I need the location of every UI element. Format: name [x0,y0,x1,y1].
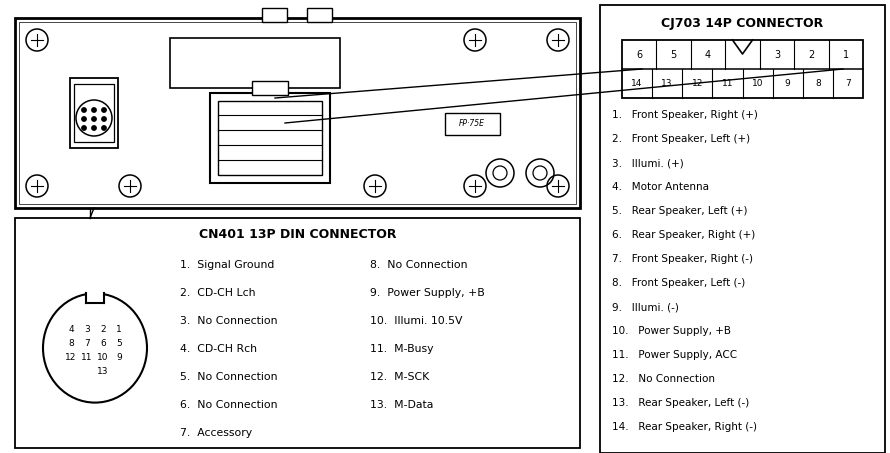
Text: 6.  No Connection: 6. No Connection [180,400,278,410]
Text: 12: 12 [65,353,77,362]
Text: 1: 1 [843,49,849,59]
Text: 7: 7 [85,339,90,348]
Bar [622,40,863,98]
Text: 13.   Rear Speaker, Left (-): 13. Rear Speaker, Left (-) [612,398,749,408]
Text: 11: 11 [81,353,93,362]
Text: 13: 13 [97,367,109,376]
Text: 12.   No Connection: 12. No Connection [612,374,715,384]
Text: 1: 1 [116,326,122,334]
Text: 10.  Illumi. 10.5V: 10. Illumi. 10.5V [370,316,463,326]
Text: 14: 14 [631,79,643,88]
Circle shape [82,117,86,121]
Text: 12.  M-SCK: 12. M-SCK [370,372,429,382]
Circle shape [92,126,96,130]
Bar [74,84,114,142]
Text: 4: 4 [705,49,711,59]
Text: 9: 9 [785,79,790,88]
Bar [218,101,322,175]
Bar [600,5,885,453]
Text: CJ703 14P CONNECTOR: CJ703 14P CONNECTOR [661,16,823,29]
Text: 2.   Front Speaker, Left (+): 2. Front Speaker, Left (+) [612,134,750,144]
Text: 8: 8 [815,79,821,88]
Text: 3: 3 [774,49,780,59]
Text: 5: 5 [670,49,676,59]
Text: 11: 11 [722,79,733,88]
Text: 3.  No Connection: 3. No Connection [180,316,278,326]
Text: 9: 9 [116,353,122,362]
Text: 8.   Front Speaker, Left (-): 8. Front Speaker, Left (-) [612,278,745,288]
Text: 10: 10 [752,79,764,88]
Text: 14.   Rear Speaker, Right (-): 14. Rear Speaker, Right (-) [612,422,757,432]
Text: 6: 6 [636,49,643,59]
Text: 4.  CD-CH Rch: 4. CD-CH Rch [180,344,257,354]
Text: 4: 4 [69,326,74,334]
Bar [210,93,330,183]
Bar [19,22,576,204]
Circle shape [101,108,106,112]
Text: 10: 10 [97,353,109,362]
Text: FP·75E: FP·75E [459,120,485,129]
Bar [70,78,118,148]
Bar [170,38,340,88]
Bar [307,8,332,22]
Circle shape [92,117,96,121]
Circle shape [101,117,106,121]
Text: CN401 13P DIN CONNECTOR: CN401 13P DIN CONNECTOR [198,228,396,241]
Text: 7: 7 [846,79,851,88]
Circle shape [101,126,106,130]
Text: 2: 2 [808,49,814,59]
Text: 10.   Power Supply, +B: 10. Power Supply, +B [612,326,731,336]
Text: 8.  No Connection: 8. No Connection [370,260,467,270]
Text: 1.  Signal Ground: 1. Signal Ground [180,260,274,270]
Text: 7.   Front Speaker, Right (-): 7. Front Speaker, Right (-) [612,254,753,264]
Circle shape [92,108,96,112]
Text: 9.  Power Supply, +B: 9. Power Supply, +B [370,288,485,298]
Text: 9.   Illumi. (-): 9. Illumi. (-) [612,302,679,312]
Text: 5.  No Connection: 5. No Connection [180,372,278,382]
Bar [15,218,580,448]
Bar [445,113,500,135]
Bar [86,292,104,303]
Text: 6: 6 [101,339,106,348]
Text: 11.   Power Supply, ACC: 11. Power Supply, ACC [612,350,737,360]
Text: 7.  Accessory: 7. Accessory [180,428,252,438]
Text: 3: 3 [85,326,90,334]
Text: 1.   Front Speaker, Right (+): 1. Front Speaker, Right (+) [612,110,758,120]
Text: 12: 12 [692,79,703,88]
Text: 13.  M-Data: 13. M-Data [370,400,433,410]
Text: 6.   Rear Speaker, Right (+): 6. Rear Speaker, Right (+) [612,230,756,240]
Bar [262,8,287,22]
Text: 2: 2 [101,326,106,334]
Text: 2.  CD-CH Lch: 2. CD-CH Lch [180,288,255,298]
Bar [15,18,580,208]
Text: 5: 5 [116,339,122,348]
Text: 8: 8 [69,339,74,348]
Text: 4.   Motor Antenna: 4. Motor Antenna [612,182,709,192]
Text: 11.  M-Busy: 11. M-Busy [370,344,433,354]
Circle shape [82,108,86,112]
Bar [252,81,288,95]
Text: 3.   Illumi. (+): 3. Illumi. (+) [612,158,684,168]
Circle shape [82,126,86,130]
Text: 5.   Rear Speaker, Left (+): 5. Rear Speaker, Left (+) [612,206,748,216]
Text: 13: 13 [661,79,673,88]
